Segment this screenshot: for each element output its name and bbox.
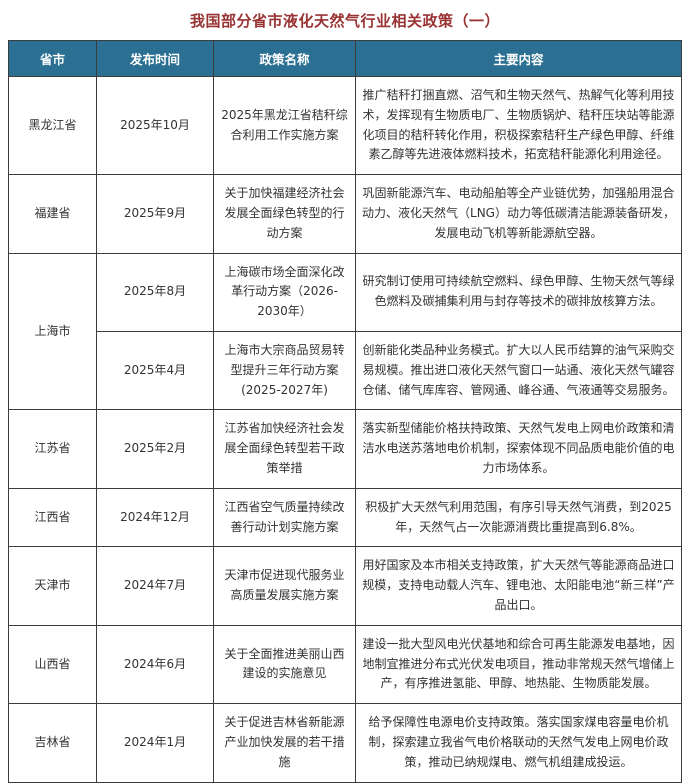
page-title: 我国部分省市液化天然气行业相关政策（一） <box>189 12 500 30</box>
cell-content: 落实新型储能价格扶持政策、天然气发电上网电价政策和清洁水电送苏落地电价机制，探索… <box>355 409 682 489</box>
cell-province: 江苏省 <box>8 409 97 489</box>
cell-policy: 关于全面推进美丽山西建设的实施意见 <box>213 624 356 705</box>
cell-province: 山西省 <box>8 624 97 705</box>
cell-policy: 2025年黑龙江省秸秆综合利用工作实施方案 <box>213 75 356 176</box>
header-content: 主要内容 <box>355 40 682 77</box>
table-row: 2025年4月 上海市大宗商品贸易转型提升三年行动方案(2025-2027年) … <box>9 330 682 411</box>
policy-table: 省市 发布时间 政策名称 主要内容 黑龙江省 2025年10月 2025年黑龙江… <box>8 40 682 783</box>
cell-date: 2025年8月 <box>96 252 214 332</box>
cell-policy: 江苏省加快经济社会发展全面绿色转型若干政策举措 <box>213 409 356 489</box>
header-date: 发布时间 <box>96 40 214 77</box>
cell-policy: 上海碳市场全面深化改革行动方案（2026-2030年） <box>213 252 356 332</box>
cell-policy: 关于加快福建经济社会发展全面绿色转型的行动方案 <box>213 174 356 254</box>
cell-policy: 上海市大宗商品贸易转型提升三年行动方案(2025-2027年) <box>213 330 356 411</box>
cell-content: 研究制订使用可持续航空燃料、绿色甲醇、生物天然气等绿色燃料及碳捕集利用与封存等技… <box>355 252 682 332</box>
cell-date: 2024年6月 <box>96 624 214 705</box>
table-body: 黑龙江省 2025年10月 2025年黑龙江省秸秆综合利用工作实施方案 推广秸秆… <box>8 75 682 783</box>
table-row: 江苏省 2025年2月 江苏省加快经济社会发展全面绿色转型若干政策举措 落实新型… <box>8 409 682 489</box>
cell-policy: 江西省空气质量持续改善行动计划实施方案 <box>213 487 356 548</box>
cell-date: 2025年2月 <box>96 409 214 489</box>
cell-content: 给予保障性电源电价支持政策。落实国家煤电容量电价机制，探索建立我省气电价格联动的… <box>355 703 682 783</box>
table-row: 天津市 2024年7月 天津市促进现代服务业高质量发展实施方案 用好国家及本市相… <box>8 546 682 626</box>
cell-content: 积极扩大天然气利用范围，有序引导天然气消费，到2025年，天然气占一次能源消费比… <box>355 487 682 548</box>
cell-province: 福建省 <box>8 174 97 254</box>
cell-province: 天津市 <box>8 546 97 626</box>
header-row: 省市 发布时间 政策名称 主要内容 <box>8 40 682 77</box>
cell-date: 2024年7月 <box>96 546 214 626</box>
cell-content: 巩固新能源汽车、电动船舶等全产业链优势，加强船用混合动力、液化天然气（LNG）动… <box>355 174 682 254</box>
table-row: 吉林省 2024年1月 关于促进吉林省新能源产业加快发展的若干措施 给予保障性电… <box>8 703 682 783</box>
cell-date: 2025年4月 <box>96 330 214 411</box>
cell-policy: 天津市促进现代服务业高质量发展实施方案 <box>213 546 356 626</box>
table-row: 山西省 2024年6月 关于全面推进美丽山西建设的实施意见 建设一批大型风电光伏… <box>8 624 682 705</box>
cell-province: 江西省 <box>8 487 97 548</box>
cell-province: 黑龙江省 <box>8 75 97 176</box>
cell-date: 2024年1月 <box>96 703 214 783</box>
cell-content: 建设一批大型风电光伏基地和综合可再生能源发电基地，因地制宜推进分布式光伏发电项目… <box>355 624 682 705</box>
cell-date: 2024年12月 <box>96 487 214 548</box>
table-row: 黑龙江省 2025年10月 2025年黑龙江省秸秆综合利用工作实施方案 推广秸秆… <box>8 75 682 176</box>
cell-province: 上海市 <box>8 252 97 411</box>
cell-date: 2025年9月 <box>96 174 214 254</box>
table-row: 上海市 2025年8月 上海碳市场全面深化改革行动方案（2026-2030年） … <box>8 252 682 411</box>
cell-province: 吉林省 <box>8 703 97 783</box>
cell-content: 推广秸秆打捆直燃、沼气和生物天然气、热解气化等利用技术，发挥现有生物质电厂、生物… <box>355 75 682 176</box>
cell-policy: 关于促进吉林省新能源产业加快发展的若干措施 <box>213 703 356 783</box>
header-policy: 政策名称 <box>213 40 356 77</box>
cell-content: 创新能化类品种业务模式。扩大以人民币结算的油气采购交易规模。推出进口液化天然气窗… <box>355 330 682 411</box>
table-row: 江西省 2024年12月 江西省空气质量持续改善行动计划实施方案 积极扩大天然气… <box>8 487 682 548</box>
cell-content: 用好国家及本市相关支持政策，扩大天然气等能源商品进口规模，支持电动载人汽车、锂电… <box>355 546 682 626</box>
cell-date: 2025年10月 <box>96 75 214 176</box>
table-header: 省市 发布时间 政策名称 主要内容 <box>8 40 682 77</box>
table-row: 福建省 2025年9月 关于加快福建经济社会发展全面绿色转型的行动方案 巩固新能… <box>8 174 682 254</box>
header-province: 省市 <box>8 40 97 77</box>
